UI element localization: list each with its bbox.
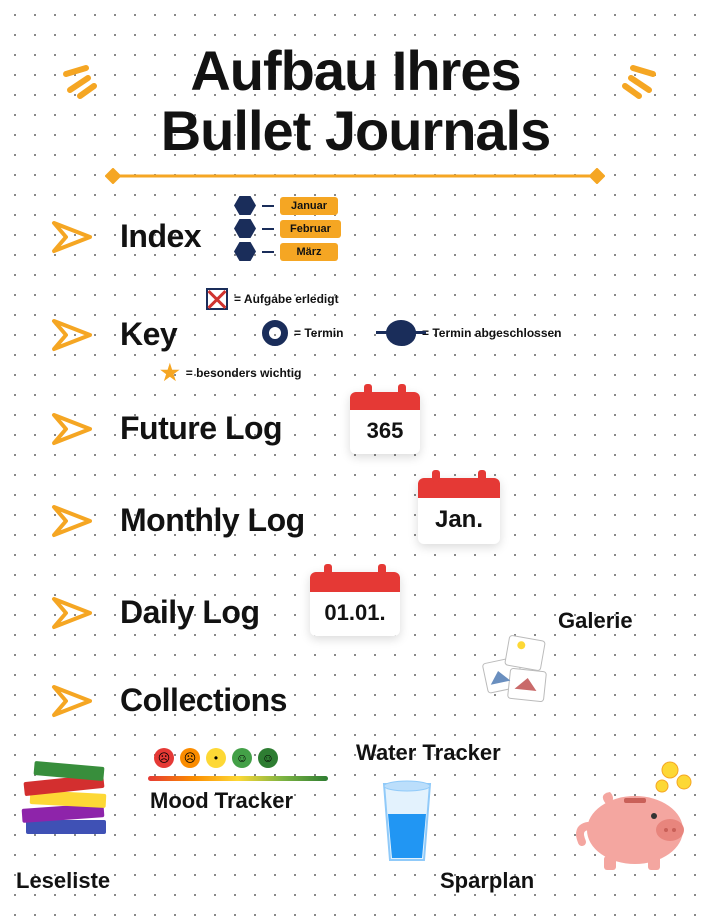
month-pill: Januar: [280, 197, 338, 215]
row-future-log: Future Log: [50, 410, 282, 447]
index-item: März: [234, 242, 341, 261]
hex-bullet-icon: [234, 242, 256, 261]
collection-label-water-tracker: Water Tracker: [356, 740, 501, 766]
row-collections: Collections: [50, 682, 287, 719]
water-glass-icon: [372, 778, 442, 868]
title-line-2: Bullet Journals: [0, 98, 711, 163]
arrow-icon: [50, 219, 96, 255]
checkbox-x-icon: [206, 288, 228, 310]
calendar-text: 01.01.: [324, 592, 385, 636]
star-icon: ★: [160, 360, 180, 386]
key-label: = Termin: [294, 326, 343, 340]
arrow-icon: [50, 503, 96, 539]
calendar-text: 365: [367, 410, 404, 454]
scribble-circle-icon: [386, 320, 416, 346]
month-pill: März: [280, 243, 338, 261]
arrow-icon: [50, 595, 96, 631]
calendar-daily: 01.01.: [310, 572, 400, 636]
title-line-1: Aufbau Ihres: [0, 38, 711, 103]
arrow-icon: [50, 683, 96, 719]
collection-label-galerie: Galerie: [558, 608, 633, 634]
row-monthly-log: Monthly Log: [50, 502, 305, 539]
mood-faces: ☹ ☹ • ☺ ☺: [154, 748, 278, 768]
row-index: Index: [50, 218, 201, 255]
collection-label-sparplan: Sparplan: [440, 868, 534, 894]
calendar-top: [350, 392, 420, 410]
key-item-important: ★ = besonders wichtig: [160, 360, 301, 386]
title-underline: [105, 168, 605, 184]
row-daily-log: Daily Log: [50, 594, 260, 631]
arrow-icon: [50, 317, 96, 353]
mood-gradient-bar: [148, 776, 328, 781]
dash-icon: [262, 205, 274, 207]
key-item-done: = Aufgabe erledigt: [206, 288, 339, 310]
piggy-bank-icon: [570, 756, 700, 876]
collection-label-leseliste: Leseliste: [16, 868, 110, 894]
section-label-collections: Collections: [120, 682, 287, 719]
dash-icon: [262, 251, 274, 253]
face-icon: ☺: [258, 748, 278, 768]
ring-icon: [262, 320, 288, 346]
hex-bullet-icon: [234, 196, 256, 215]
face-icon: ☹: [180, 748, 200, 768]
photos-icon: [475, 630, 555, 710]
calendar-top: [310, 572, 400, 592]
section-label-index: Index: [120, 218, 201, 255]
calendar-text: Jan.: [435, 498, 483, 544]
calendar-top: [418, 478, 500, 498]
books-icon: [6, 740, 126, 860]
face-icon: •: [206, 748, 226, 768]
dash-icon: [262, 228, 274, 230]
row-key: Key: [50, 316, 177, 353]
key-label: = Termin abgeschlossen: [422, 326, 562, 340]
face-icon: ☺: [232, 748, 252, 768]
key-label: = Aufgabe erledigt: [234, 292, 339, 306]
key-item-appointment: = Termin: [262, 320, 343, 346]
section-label-future-log: Future Log: [120, 410, 282, 447]
month-pill: Februar: [280, 220, 341, 238]
collection-label-mood-tracker: Mood Tracker: [150, 788, 293, 814]
section-label-key: Key: [120, 316, 177, 353]
index-item: Februar: [234, 219, 341, 238]
calendar-future: 365: [350, 392, 420, 454]
arrow-icon: [50, 411, 96, 447]
index-months-list: Januar Februar März: [234, 196, 341, 261]
section-label-monthly-log: Monthly Log: [120, 502, 305, 539]
index-item: Januar: [234, 196, 341, 215]
key-item-appointment-done: = Termin abgeschlossen: [386, 320, 562, 346]
hex-bullet-icon: [234, 219, 256, 238]
calendar-monthly: Jan.: [418, 478, 500, 544]
key-label: = besonders wichtig: [186, 366, 302, 380]
face-icon: ☹: [154, 748, 174, 768]
section-label-daily-log: Daily Log: [120, 594, 260, 631]
